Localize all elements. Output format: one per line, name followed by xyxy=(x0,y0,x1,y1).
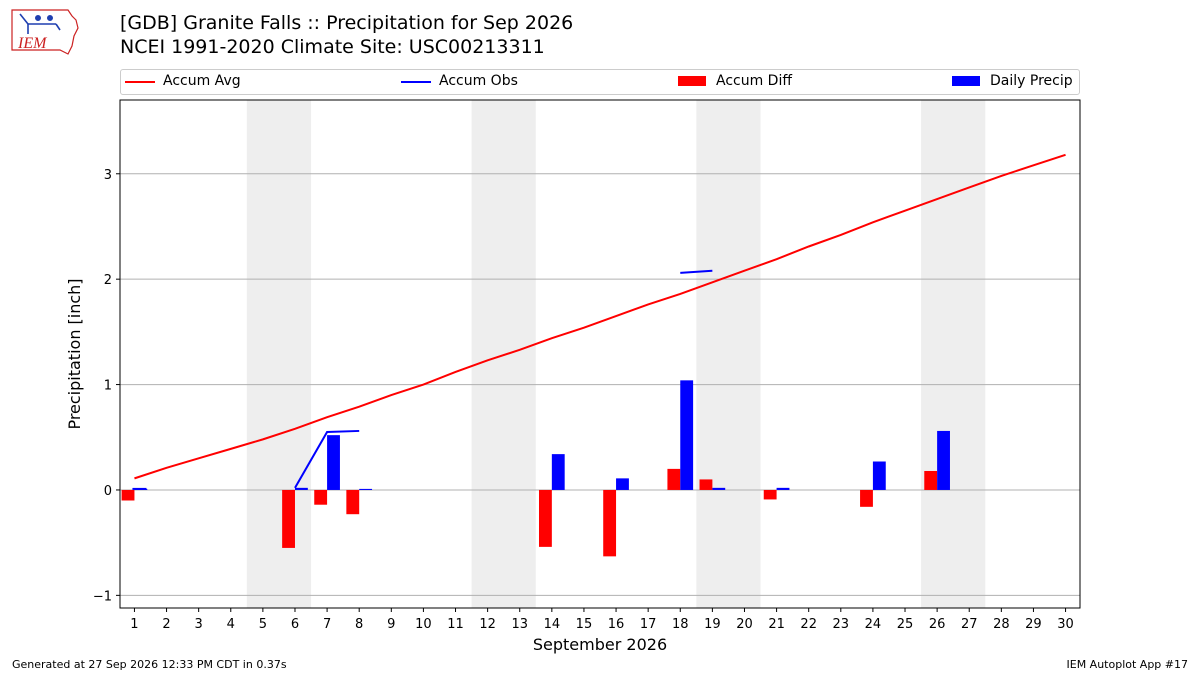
x-tick-label-19: 19 xyxy=(704,617,721,632)
x-tick-label-4: 4 xyxy=(227,617,235,632)
x-tick-label-17: 17 xyxy=(640,617,657,632)
legend-swatch-daily-precip xyxy=(952,76,980,86)
y-tick-label-0: 0 xyxy=(104,484,112,499)
bar-daily-precip-day-26 xyxy=(937,430,950,490)
bar-accum-diff-day-1 xyxy=(121,489,135,501)
x-tick-label-25: 25 xyxy=(897,617,914,632)
legend-swatch-accum-obs xyxy=(401,81,431,83)
legend-label-accum-diff: Accum Diff xyxy=(716,73,793,89)
x-tick-label-26: 26 xyxy=(929,617,946,632)
x-tick-label-9: 9 xyxy=(387,617,395,632)
x-tick-label-21: 21 xyxy=(768,617,785,632)
legend-label-daily-precip: Daily Precip xyxy=(990,73,1073,89)
y-axis-label: Precipitation [inch] xyxy=(65,278,84,429)
chart-legend: Accum Avg Accum Obs Accum Diff Daily Pre… xyxy=(120,69,1080,95)
x-tick-label-22: 22 xyxy=(800,617,817,632)
y-axis-ticks: −1 0 1 2 3 xyxy=(93,168,120,604)
iem-logo: IEM xyxy=(11,9,79,55)
y-tick-label-1: 1 xyxy=(104,379,112,394)
x-tick-label-24: 24 xyxy=(865,617,882,632)
bar-daily-precip-day-18 xyxy=(680,380,694,490)
bar-daily-precip-day-8 xyxy=(359,488,373,490)
bar-accum-diff-day-16 xyxy=(603,489,617,557)
x-tick-label-29: 29 xyxy=(1025,617,1042,632)
iowa-state-outline-icon xyxy=(11,9,79,55)
legend-swatch-accum-diff xyxy=(678,76,706,86)
x-tick-label-20: 20 xyxy=(736,617,753,632)
bar-daily-precip-day-14 xyxy=(551,454,565,490)
weekend-shading xyxy=(246,100,986,608)
line-accum-obs-segment-3 xyxy=(680,269,713,274)
bar-daily-precip-day-7 xyxy=(327,435,340,490)
bar-accum-diff-day-6 xyxy=(282,489,295,548)
x-tick-label-18: 18 xyxy=(672,617,689,632)
bar-accum-diff-day-19 xyxy=(699,479,713,490)
generated-timestamp: Generated at 27 Sep 2026 12:33 PM CDT in… xyxy=(12,658,287,671)
x-tick-label-2: 2 xyxy=(162,617,170,632)
legend-label-accum-avg: Accum Avg xyxy=(163,73,241,89)
x-axis-ticks: 1 2 3 4 5 6 7 8 9 10 11 12 13 14 15 16 17 18 19 20 21 22 23 24 2… xyxy=(130,608,1074,632)
y-tick-label-2: 2 xyxy=(104,273,112,288)
line-series xyxy=(132,153,1066,490)
x-tick-label-11: 11 xyxy=(447,617,464,632)
bar-series xyxy=(121,380,950,557)
y-tick-label--1: −1 xyxy=(93,589,112,604)
chart-subtitle: NCEI 1991-2020 Climate Site: USC00213311 xyxy=(120,36,545,58)
bar-accum-diff-day-14 xyxy=(538,489,552,547)
line-accum-obs-segment-2 xyxy=(294,429,360,489)
weekend-band-3 xyxy=(696,100,761,608)
bar-accum-diff-day-7 xyxy=(314,489,328,505)
logo-text: IEM xyxy=(17,35,48,52)
x-tick-label-15: 15 xyxy=(576,617,593,632)
x-tick-label-30: 30 xyxy=(1057,617,1074,632)
bar-accum-diff-day-26 xyxy=(924,470,938,490)
chart-title: [GDB] Granite Falls :: Precipitation for… xyxy=(120,12,574,34)
bar-daily-precip-day-21 xyxy=(776,487,790,490)
x-axis-label: September 2026 xyxy=(533,635,667,654)
line-accum-avg xyxy=(134,153,1066,480)
legend-label-accum-obs: Accum Obs xyxy=(439,73,518,89)
x-tick-label-14: 14 xyxy=(544,617,561,632)
x-tick-label-8: 8 xyxy=(355,617,363,632)
x-tick-label-10: 10 xyxy=(415,617,432,632)
x-tick-label-7: 7 xyxy=(323,617,331,632)
x-tick-label-16: 16 xyxy=(608,617,625,632)
x-tick-label-13: 13 xyxy=(511,617,528,632)
bar-accum-diff-day-24 xyxy=(860,489,873,507)
x-tick-label-23: 23 xyxy=(833,617,850,632)
weekend-band-2 xyxy=(471,100,536,608)
x-tick-label-3: 3 xyxy=(195,617,203,632)
weekend-band-1 xyxy=(246,100,312,608)
x-tick-label-28: 28 xyxy=(993,617,1010,632)
bar-accum-diff-day-21 xyxy=(763,489,777,500)
x-tick-label-1: 1 xyxy=(130,617,138,632)
legend-swatch-accum-avg xyxy=(125,81,155,83)
x-tick-label-5: 5 xyxy=(259,617,267,632)
y-gridlines xyxy=(120,173,1080,596)
bar-accum-diff-day-18 xyxy=(667,468,681,490)
plot-frame xyxy=(119,99,1081,609)
weather-station-icon xyxy=(19,13,61,34)
weekend-band-4 xyxy=(921,100,986,608)
bar-accum-diff-day-8 xyxy=(346,489,360,515)
y-tick-label-3: 3 xyxy=(104,168,112,183)
x-tick-label-27: 27 xyxy=(961,617,978,632)
autoplot-app-label: IEM Autoplot App #17 xyxy=(1066,658,1189,671)
bar-daily-precip-day-19 xyxy=(712,487,726,490)
bar-daily-precip-day-24 xyxy=(872,461,886,490)
x-tick-label-12: 12 xyxy=(479,617,496,632)
x-tick-label-6: 6 xyxy=(291,617,299,632)
bar-daily-precip-day-6 xyxy=(294,487,308,490)
bar-daily-precip-day-16 xyxy=(616,478,629,490)
